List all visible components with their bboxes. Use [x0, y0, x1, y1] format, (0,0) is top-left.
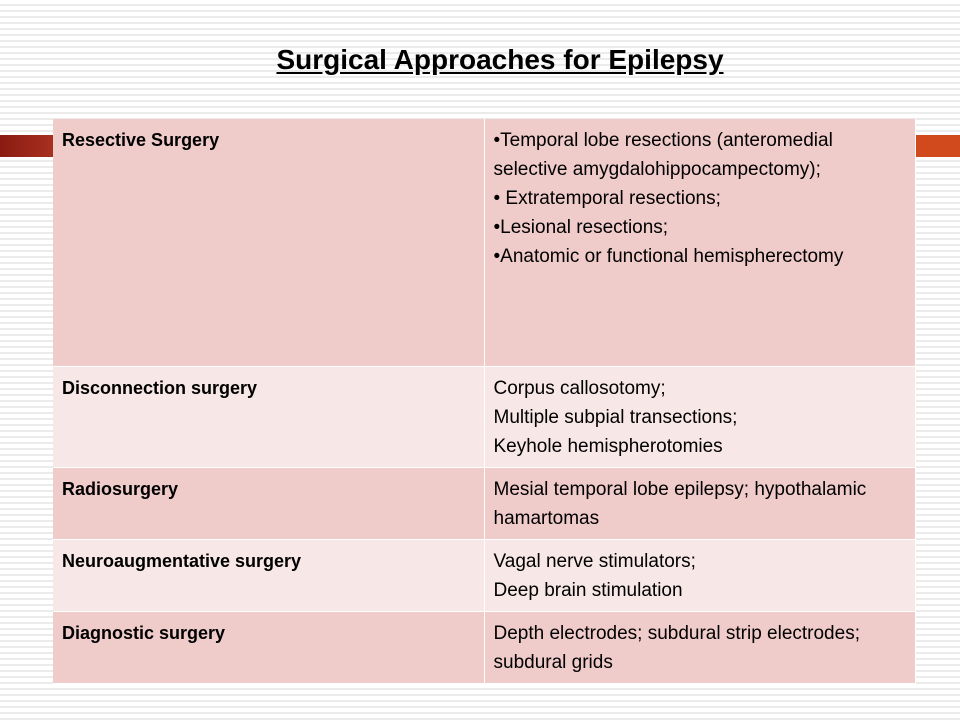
slide-title: Surgical Approaches for Epilepsy: [276, 44, 724, 75]
approach-cell: Neuroaugmentative surgery: [53, 539, 485, 612]
details-cell: Mesial temporal lobe epilepsy; hypothala…: [484, 467, 916, 540]
detail-line: Depth electrodes; subdural strip electro…: [493, 622, 860, 673]
detail-line: •Anatomic or functional hemispherectomy: [493, 246, 844, 267]
table-row-disconnection: Disconnection surgery Corpus callosotomy…: [53, 366, 916, 468]
table-row-diagnostic: Diagnostic surgery Depth electrodes; sub…: [53, 611, 916, 684]
table-row-radiosurgery: Radiosurgery Mesial temporal lobe epilep…: [53, 467, 916, 540]
accent-bar-left: [0, 135, 54, 157]
approach-cell: Disconnection surgery: [53, 366, 485, 468]
detail-line: Deep brain stimulation: [493, 579, 683, 601]
details-cell: •Temporal lobe resections (anteromedial …: [484, 119, 916, 367]
detail-line: Keyhole hemispherotomies: [493, 435, 723, 457]
detail-line: Vagal nerve stimulators;: [493, 550, 696, 572]
details-cell: Corpus callosotomy; Multiple subpial tra…: [484, 366, 916, 468]
details-cell: Vagal nerve stimulators; Deep brain stim…: [484, 539, 916, 612]
approaches-table: Resective Surgery •Temporal lobe resecti…: [53, 119, 916, 684]
approach-cell: Radiosurgery: [53, 467, 485, 540]
table-row-neuroaugmentative: Neuroaugmentative surgery Vagal nerve st…: [53, 539, 916, 612]
approach-cell: Diagnostic surgery: [53, 611, 485, 684]
accent-bar-right: [915, 135, 960, 157]
details-cell: Depth electrodes; subdural strip electro…: [484, 611, 916, 684]
detail-line: •Temporal lobe resections (anteromedial …: [493, 130, 833, 180]
detail-line: Corpus callosotomy;: [493, 377, 666, 399]
detail-line: Mesial temporal lobe epilepsy; hypothala…: [493, 478, 867, 529]
detail-line: Multiple subpial transections;: [493, 406, 738, 428]
detail-line: •Lesional resections;: [493, 217, 669, 238]
detail-line: • Extratemporal resections;: [493, 188, 721, 209]
table-row-resective: Resective Surgery •Temporal lobe resecti…: [53, 119, 916, 367]
approach-cell: Resective Surgery: [53, 119, 485, 367]
